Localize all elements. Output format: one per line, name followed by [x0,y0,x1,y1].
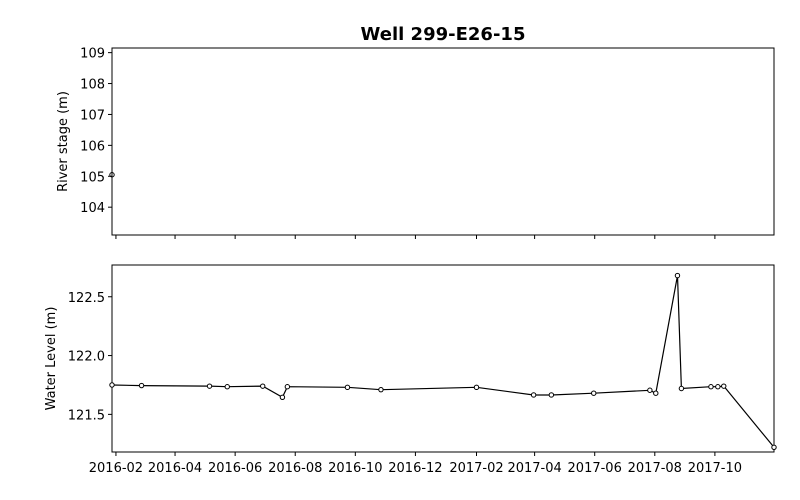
water-level-ylabel: Water Level (m) [44,307,59,411]
water-level-point [378,386,384,393]
water-level-x-tick-label: 2017-02 [449,461,503,476]
water-level-point [708,384,714,390]
water-level-point [715,384,721,390]
river-stage-y-tick-label: 106 [80,139,105,154]
water-level-point [674,272,681,279]
water-level-point [344,384,351,391]
water-level-x-tick-label: 2017-06 [568,461,622,476]
water-level-line [111,275,775,448]
water-level-point [473,384,480,391]
river-stage-y-ticks: 104 105 106 107 108 109 [80,47,112,216]
water-level-point [260,383,266,389]
water-level-point [678,385,685,392]
river-stage-point [109,172,115,178]
water-level-point [279,394,286,401]
water-level-y-tick-label: 122.5 [68,291,105,306]
water-level-point [530,392,537,398]
river-stage-y-tick-label: 109 [80,47,105,62]
water-level-y-tick-label: 122.0 [68,350,105,365]
water-level-x-tick-label: 2016-02 [89,461,143,476]
river-stage-panel: 104 105 106 107 108 109 River stage (m) [56,47,775,239]
river-stage-y-tick-label: 104 [80,201,105,216]
water-level-x-tick-label: 2016-08 [268,461,322,476]
water-level-point [206,383,213,389]
water-level-point [721,383,727,389]
water-level-point [647,387,653,393]
water-level-x-tick-label: 2016-06 [208,461,262,476]
water-level-point [548,392,555,398]
water-level-point [224,384,230,390]
water-level-point [771,444,777,450]
water-level-y-tick-label: 121.5 [68,408,105,423]
water-level-point [653,390,659,396]
water-level-x-tick-label: 2016-10 [328,461,382,476]
river-stage-y-tick-label: 108 [80,78,105,93]
river-stage-x-ticks [115,235,716,239]
water-level-point [591,390,597,396]
water-level-point [284,384,291,390]
water-level-point [109,382,115,388]
water-level-x-ticks: 2016-02 2016-04 2016-06 2016-08 2016-10 2016-… [89,452,742,476]
river-stage-y-tick-label: 105 [80,170,105,185]
river-stage-ylabel: River stage (m) [56,91,71,192]
water-level-x-tick-label: 2017-04 [507,461,561,476]
river-stage-series [109,172,115,178]
water-level-y-ticks: 121.5 122.0 122.5 [68,291,112,423]
water-level-plot-frame [111,264,775,453]
river-stage-y-tick-label: 107 [80,108,105,123]
water-level-series [109,272,777,450]
chart-title: Well 299-E26-15 [361,24,526,45]
water-level-x-tick-label: 2016-12 [388,461,442,476]
water-level-x-tick-label: 2017-10 [688,461,742,476]
water-level-x-tick-label: 2016-04 [148,461,202,476]
water-level-x-tick-label: 2017-08 [628,461,682,476]
river-stage-plot-frame [111,47,775,236]
water-level-point [138,382,145,389]
